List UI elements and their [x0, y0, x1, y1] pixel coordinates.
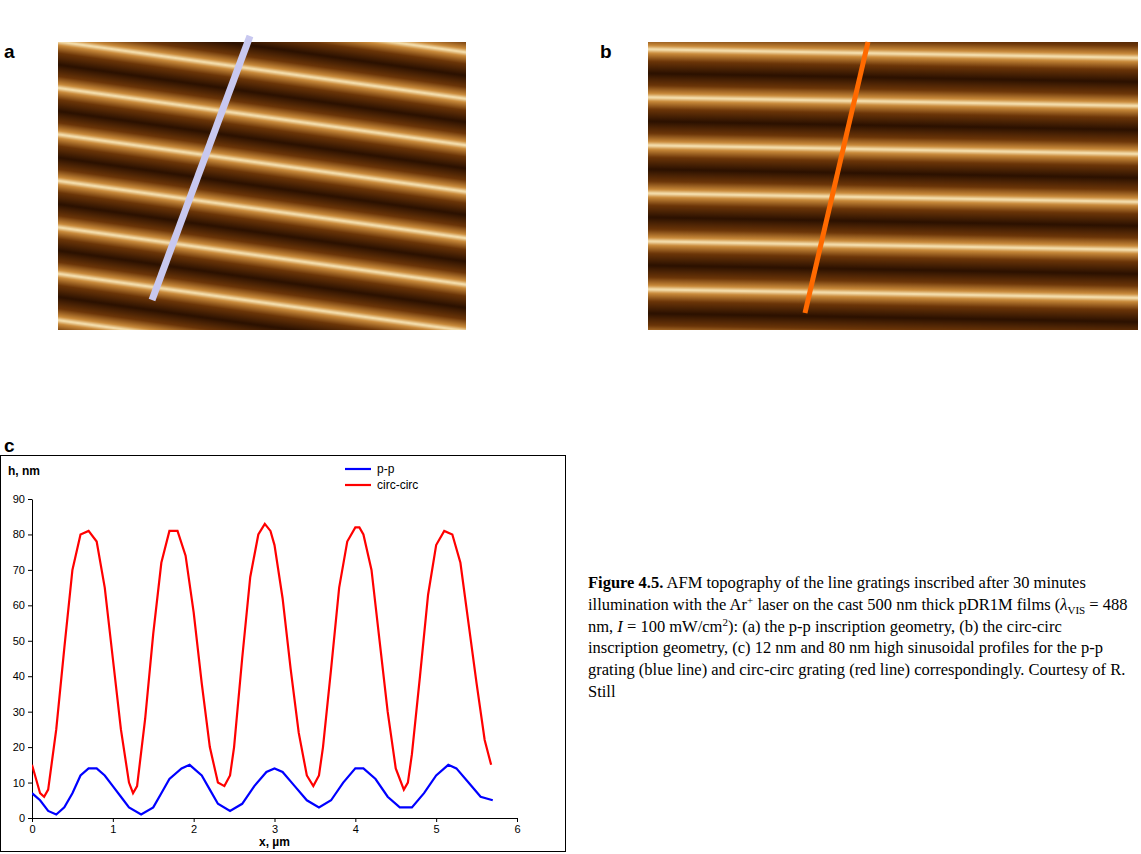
profile-line: [152, 36, 250, 300]
legend-swatch: [345, 468, 371, 470]
legend-swatch: [345, 484, 371, 486]
y-tick: 30: [13, 706, 32, 718]
x-axis: 0 1 2 3 4 5 6: [29, 818, 520, 835]
y-tick-mark: [28, 605, 32, 606]
legend-label: circ-circ: [377, 478, 418, 492]
y-tick-label: 80: [13, 528, 25, 540]
y-tick: 20: [13, 741, 32, 753]
afm-image: [648, 42, 1138, 330]
x-tick-mark: [32, 818, 33, 822]
y-axis: 0 10 20 30 40 50 60 70 80 90: [13, 493, 33, 824]
y-tick-mark: [28, 676, 32, 677]
y-tick-mark: [28, 783, 32, 784]
chart-frame: [1, 456, 566, 852]
y-tick: 10: [13, 777, 32, 789]
x-tick-mark: [355, 818, 356, 822]
legend: p-p circ-circ: [345, 462, 418, 492]
x-tick: 6: [514, 818, 520, 835]
panel-label: c: [4, 435, 15, 456]
y-tick-label: 60: [13, 599, 25, 611]
x-tick-mark: [275, 818, 276, 822]
y-tick: 60: [13, 599, 32, 611]
y-tick-label: 30: [13, 706, 25, 718]
y-tick-mark: [28, 747, 32, 748]
x-tick-label: 0: [29, 823, 35, 835]
y-tick-mark: [28, 570, 32, 571]
y-tick: 0: [19, 812, 32, 824]
y-tick-mark: [28, 499, 32, 500]
y-tick-mark: [28, 641, 32, 642]
y-tick-mark: [28, 534, 32, 535]
x-tick: 3: [272, 818, 278, 835]
x-tick-label: 6: [514, 823, 520, 835]
x-tick-label: 3: [272, 823, 278, 835]
y-tick-label: 0: [19, 812, 25, 824]
legend-label: p-p: [377, 462, 395, 476]
caption-text: 2: [722, 615, 728, 627]
caption-text: = 100 mW/cm: [623, 617, 723, 636]
caption-text: laser on the cast 500 nm thick pDR1M fil…: [753, 595, 1060, 614]
y-tick-label: 10: [13, 777, 25, 789]
y-tick: 90: [13, 493, 32, 505]
panel-label: b: [600, 41, 612, 62]
x-tick-label: 1: [110, 823, 116, 835]
x-tick-mark: [113, 818, 114, 822]
y-tick-mark: [28, 818, 32, 819]
y-tick: 70: [13, 564, 32, 576]
series-line: [32, 765, 493, 815]
x-tick-mark: [517, 818, 518, 822]
y-tick-label: 20: [13, 741, 25, 753]
x-tick-label: 2: [191, 823, 197, 835]
x-tick-label: 5: [434, 823, 440, 835]
profile-line: [805, 42, 868, 313]
x-tick: 0: [29, 818, 35, 835]
y-tick: 80: [13, 528, 32, 540]
y-tick-mark: [28, 712, 32, 713]
panel-label: a: [4, 41, 15, 62]
x-tick: 1: [110, 818, 116, 835]
x-tick: 5: [434, 818, 440, 835]
caption-text: Figure 4.5.: [588, 573, 663, 592]
x-tick-label: 4: [353, 823, 359, 835]
x-tick-mark: [194, 818, 195, 822]
caption-text: VIS: [1067, 604, 1085, 616]
y-tick: 40: [13, 670, 32, 682]
caption-text: I: [617, 617, 623, 636]
caption-text: λ: [1060, 595, 1067, 614]
series-line: [32, 524, 491, 797]
y-tick: 50: [13, 635, 32, 647]
x-tick-mark: [436, 818, 437, 822]
x-tick: 2: [191, 818, 197, 835]
x-axis-title: x, µm: [259, 835, 290, 849]
plot-area: [32, 524, 493, 815]
y-axis-title: h, nm: [8, 464, 40, 478]
y-tick-label: 50: [13, 635, 25, 647]
afm-image: [58, 42, 466, 330]
caption-text: +: [747, 593, 753, 605]
x-tick: 4: [353, 818, 359, 835]
y-tick-label: 70: [13, 564, 25, 576]
caption: Figure 4.5. AFM topography of the line g…: [588, 572, 1128, 703]
y-tick-label: 90: [13, 493, 25, 505]
y-tick-label: 40: [13, 670, 25, 682]
